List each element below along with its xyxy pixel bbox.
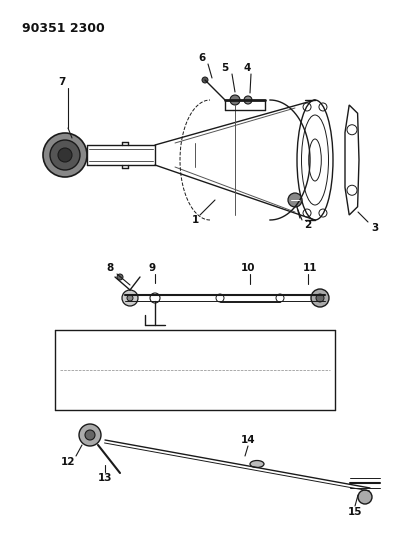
Circle shape <box>85 430 95 440</box>
Circle shape <box>316 294 324 302</box>
Circle shape <box>79 424 101 446</box>
Circle shape <box>127 295 133 301</box>
Text: 11: 11 <box>303 263 317 273</box>
Circle shape <box>117 274 123 280</box>
Text: 10: 10 <box>241 263 255 273</box>
Text: 13: 13 <box>98 473 112 483</box>
Text: 1: 1 <box>192 215 198 225</box>
Circle shape <box>358 490 372 504</box>
Text: 3: 3 <box>371 223 379 233</box>
Ellipse shape <box>250 461 264 467</box>
Circle shape <box>58 148 72 162</box>
Text: 14: 14 <box>241 435 255 445</box>
Circle shape <box>230 95 240 105</box>
Circle shape <box>288 193 302 207</box>
Text: 6: 6 <box>198 53 206 63</box>
Text: 8: 8 <box>107 263 114 273</box>
Circle shape <box>43 133 87 177</box>
Text: 2: 2 <box>305 220 311 230</box>
Text: 9: 9 <box>149 263 156 273</box>
Circle shape <box>50 140 80 170</box>
Text: 12: 12 <box>61 457 75 467</box>
Text: 90351 2300: 90351 2300 <box>22 22 105 35</box>
Circle shape <box>202 77 208 83</box>
Text: 4: 4 <box>243 63 251 73</box>
Text: 7: 7 <box>58 77 66 87</box>
Circle shape <box>122 290 138 306</box>
Circle shape <box>311 289 329 307</box>
Circle shape <box>244 96 252 104</box>
Text: 5: 5 <box>222 63 229 73</box>
Text: 15: 15 <box>348 507 362 517</box>
